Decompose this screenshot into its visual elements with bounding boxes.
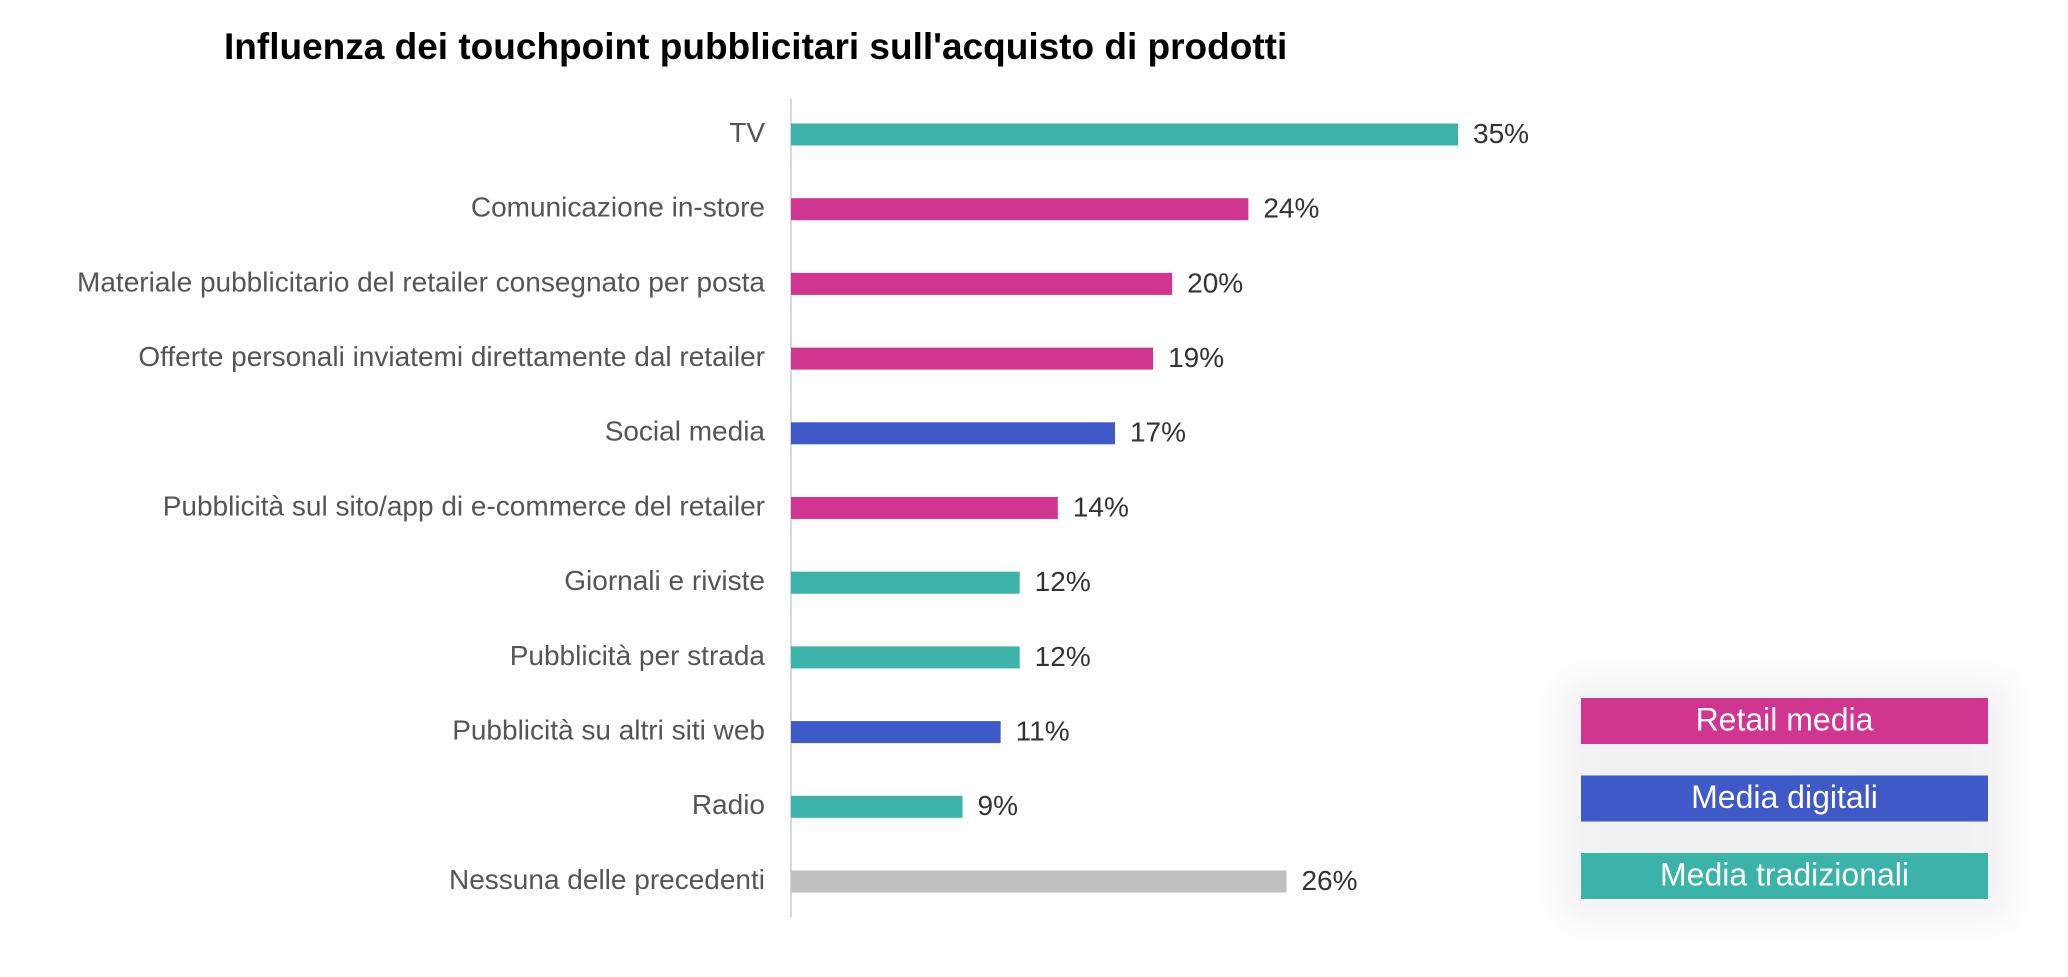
y-tick-label: Social media <box>605 416 766 447</box>
bar <box>791 571 1020 594</box>
legend-swatch <box>1581 698 1988 744</box>
legend-swatch <box>1581 853 1988 899</box>
y-tick-label: Radio <box>692 789 765 820</box>
y-tick-label: Materiale pubblicitario del retailer con… <box>77 266 765 297</box>
data-label: 14% <box>1073 491 1129 522</box>
data-label: 17% <box>1130 417 1186 448</box>
y-tick-label: TV <box>729 117 765 148</box>
data-label: 19% <box>1168 342 1224 373</box>
bar <box>791 198 1249 221</box>
chart-title: Influenza dei touchpoint pubblicitari su… <box>224 26 1287 67</box>
bar <box>791 497 1058 519</box>
data-label: 35% <box>1473 118 1529 149</box>
data-label: 9% <box>978 790 1018 821</box>
bar <box>791 646 1020 669</box>
data-label: 24% <box>1263 193 1319 224</box>
y-tick-label: Nessuna delle precedenti <box>449 864 765 895</box>
data-label: 20% <box>1187 267 1243 298</box>
legend-label: Media digitali <box>1691 779 1878 815</box>
y-tick-label: Giornali e riviste <box>564 565 765 596</box>
y-tick-label: Comunicazione in-store <box>471 192 765 223</box>
data-label: 26% <box>1301 865 1357 896</box>
bar <box>791 422 1115 445</box>
data-label: 11% <box>1016 715 1070 746</box>
y-tick-label: Pubblicità su altri siti web <box>452 714 765 745</box>
bar <box>791 870 1287 893</box>
bar <box>791 721 1001 744</box>
bar <box>791 123 1458 146</box>
y-tick-label: Offerte personali inviatemi direttamente… <box>138 341 765 372</box>
bar <box>791 272 1173 295</box>
bar <box>791 795 963 818</box>
y-tick-label: Pubblicità sul sito/app di e-commerce de… <box>163 490 765 521</box>
data-label: 12% <box>1035 566 1091 597</box>
legend-swatch <box>1581 775 1988 822</box>
data-label: 12% <box>1035 641 1091 672</box>
legend-label: Retail media <box>1696 701 1874 737</box>
y-tick-label: Pubblicità per strada <box>510 640 766 671</box>
bar <box>791 347 1154 370</box>
legend-label: Media tradizionali <box>1660 856 1909 892</box>
